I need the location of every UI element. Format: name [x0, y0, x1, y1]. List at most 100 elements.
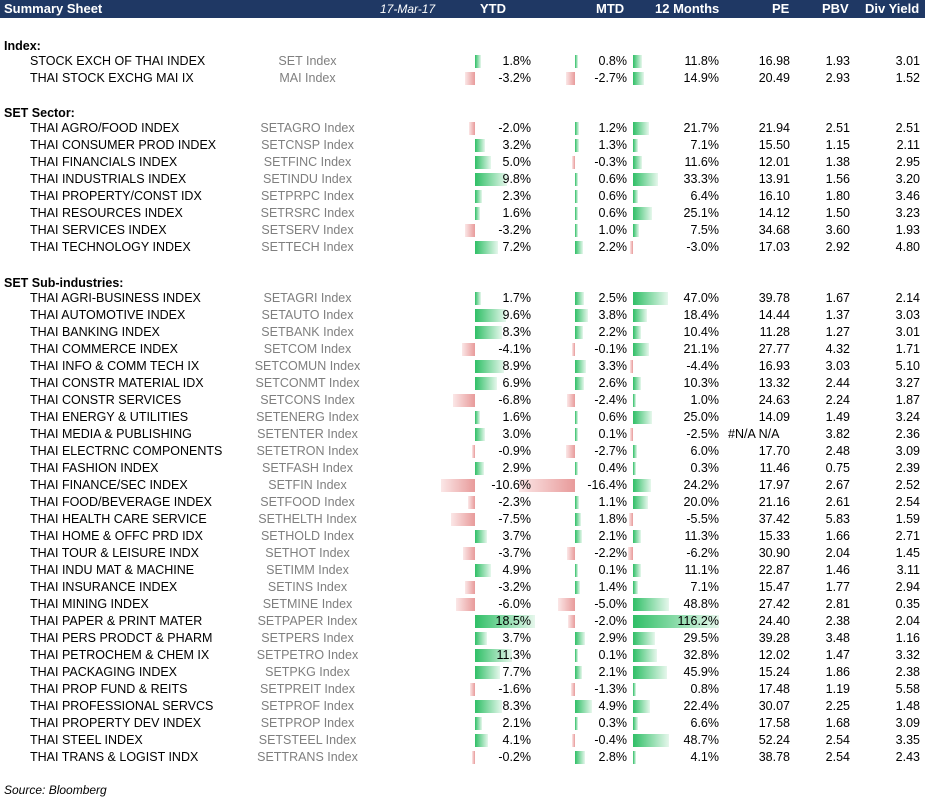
mtd-value: 2.2%: [598, 240, 628, 254]
ytd-bar: [472, 751, 475, 764]
m12-bar: [633, 377, 641, 390]
ytd-value: 3.7%: [502, 529, 532, 543]
mtd-bar: [575, 530, 583, 543]
mtd-bar: [575, 207, 578, 220]
index-name: THAI INFO & COMM TECH IX: [30, 359, 200, 373]
div-yield-value: 5.10: [895, 359, 920, 373]
pbv-value: 1.93: [825, 54, 850, 68]
index-name: THAI INDU MAT & MACHINE: [30, 563, 195, 577]
section-title: SET Sector:: [4, 106, 75, 120]
m12-bar: [633, 72, 645, 85]
pe-value: 15.50: [758, 138, 790, 152]
ytd-value: 18.5%: [495, 614, 531, 628]
index-name: THAI SERVICES INDEX: [30, 223, 167, 237]
m12-bar: [633, 292, 668, 305]
index-ticker: SETINDU Index: [263, 172, 352, 186]
index-ticker: SETAGRI Index: [263, 291, 352, 305]
col-header-mtd: MTD: [596, 1, 625, 16]
m12-bar: [633, 649, 658, 662]
ytd-value: 3.7%: [502, 631, 532, 645]
sheet-title: Summary Sheet: [4, 1, 103, 16]
index-ticker: SETPETRO Index: [256, 648, 359, 662]
index-name: THAI PROPERTY/CONST IDX: [30, 189, 202, 203]
ytd-bar: [475, 632, 487, 645]
div-yield-value: 3.11: [896, 563, 920, 577]
index-name: THAI PACKAGING INDEX: [30, 665, 178, 679]
m12-bar: [633, 343, 649, 356]
twelve-month-value: -5.5%: [686, 512, 719, 526]
ytd-bar: [475, 462, 485, 475]
div-yield-value: 2.95: [895, 155, 920, 169]
index-name: THAI RESOURCES INDEX: [30, 206, 183, 220]
index-name: THAI PROP FUND & REITS: [30, 682, 188, 696]
div-yield-value: 3.24: [895, 410, 920, 424]
div-yield-value: 2.04: [895, 614, 920, 628]
m12-bar: [633, 445, 638, 458]
mtd-bar: [575, 122, 580, 135]
div-yield-value: 4.80: [895, 240, 920, 254]
index-name: THAI AUTOMOTIVE INDEX: [30, 308, 186, 322]
ytd-bar: [475, 55, 481, 68]
ytd-value: -2.3%: [498, 495, 531, 509]
pbv-value: 1.27: [825, 325, 850, 339]
pe-value: 37.42: [758, 512, 790, 526]
m12-bar: [628, 547, 633, 560]
pbv-value: 2.51: [825, 121, 850, 135]
index-ticker: SETPERS Index: [261, 631, 354, 645]
twelve-month-value: 0.8%: [690, 682, 720, 696]
col-header-ytd: YTD: [480, 1, 506, 16]
index-name: THAI ELECTRNC COMPONENTS: [30, 444, 223, 458]
pbv-value: 4.32: [825, 342, 850, 356]
mtd-value: 0.6%: [598, 172, 628, 186]
twelve-month-value: 4.1%: [690, 750, 720, 764]
pe-value: 39.28: [758, 631, 790, 645]
header-bar: Summary Sheet 17-Mar-17 YTD MTD 12 Month…: [0, 0, 925, 18]
mtd-bar: [575, 224, 579, 237]
index-ticker: SETHELTH Index: [258, 512, 357, 526]
pe-value: 15.33: [758, 529, 790, 543]
twelve-month-value: -4.4%: [686, 359, 719, 373]
mtd-bar: [572, 156, 575, 169]
pe-value: 12.01: [758, 155, 790, 169]
twelve-month-value: 7.1%: [690, 580, 720, 594]
ytd-value: 4.9%: [502, 563, 532, 577]
mtd-bar: [565, 72, 575, 85]
twelve-month-value: 10.3%: [683, 376, 719, 390]
index-name: THAI PETROCHEM & CHEM IX: [30, 648, 210, 662]
index-ticker: SETAGRO Index: [260, 121, 355, 135]
div-yield-value: 2.71: [895, 529, 920, 543]
twelve-month-value: 18.4%: [683, 308, 719, 322]
mtd-value: 1.0%: [598, 223, 628, 237]
section-title: SET Sub-industries:: [4, 276, 124, 290]
ytd-bar: [475, 309, 507, 322]
twelve-month-value: 20.0%: [683, 495, 719, 509]
twelve-month-value: 14.9%: [683, 71, 719, 85]
ytd-bar: [468, 122, 475, 135]
div-yield-value: 1.45: [895, 546, 920, 560]
index-ticker: SETSTEEL Index: [258, 733, 357, 747]
m12-bar: [633, 700, 650, 713]
pbv-value: 3.03: [825, 359, 850, 373]
pbv-value: 1.47: [825, 648, 850, 662]
index-name: THAI MEDIA & PUBLISHING: [30, 427, 192, 441]
mtd-value: 0.1%: [598, 563, 628, 577]
ytd-value: -2.0%: [498, 121, 531, 135]
pbv-value: 2.67: [825, 478, 850, 492]
pbv-value: 1.86: [825, 665, 850, 679]
index-name: THAI AGRI-BUSINESS INDEX: [30, 291, 201, 305]
mtd-value: -0.3%: [594, 155, 627, 169]
pe-value: 39.78: [758, 291, 790, 305]
pbv-value: 2.93: [825, 71, 850, 85]
ytd-bar: [475, 411, 481, 424]
mtd-value: -2.2%: [594, 546, 627, 560]
index-ticker: SETFIN Index: [268, 478, 347, 492]
ytd-value: 3.2%: [502, 138, 532, 152]
mtd-bar: [572, 734, 575, 747]
mtd-bar: [575, 190, 578, 203]
mtd-bar: [568, 615, 575, 628]
index-name: THAI PERS PRODCT & PHARM: [30, 631, 213, 645]
twelve-month-value: 47.0%: [683, 291, 719, 305]
pe-value: 16.98: [758, 54, 790, 68]
pbv-value: 1.37: [825, 308, 850, 322]
pbv-value: 1.80: [825, 189, 850, 203]
